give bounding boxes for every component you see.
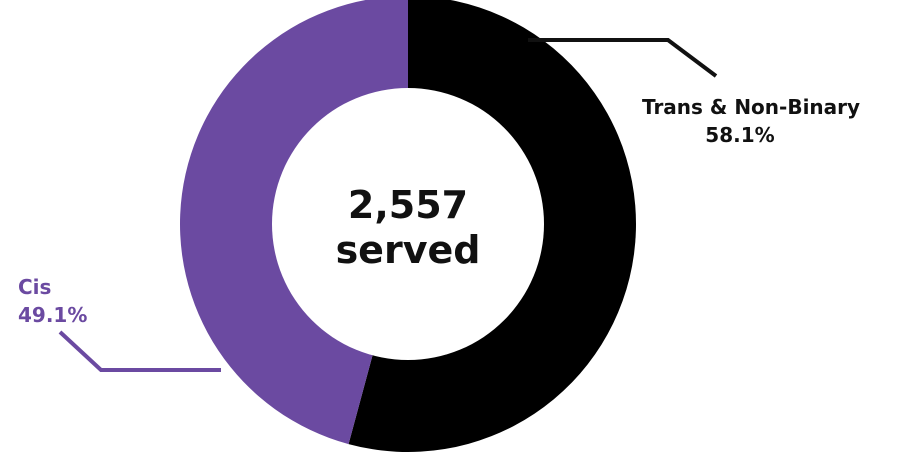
trans-callout-percent: 58.1% <box>705 123 774 147</box>
center-total-label: served <box>336 228 481 272</box>
center-total-value: 2,557 <box>348 183 468 227</box>
cis-callout-label: Cis <box>18 275 51 299</box>
cis-callout-line <box>58 330 221 372</box>
cis-callout-percent: 49.1% <box>18 303 87 327</box>
trans-callout-line <box>528 38 718 78</box>
trans-callout-label: Trans & Non-Binary <box>642 95 860 119</box>
donut-hole <box>272 88 544 360</box>
